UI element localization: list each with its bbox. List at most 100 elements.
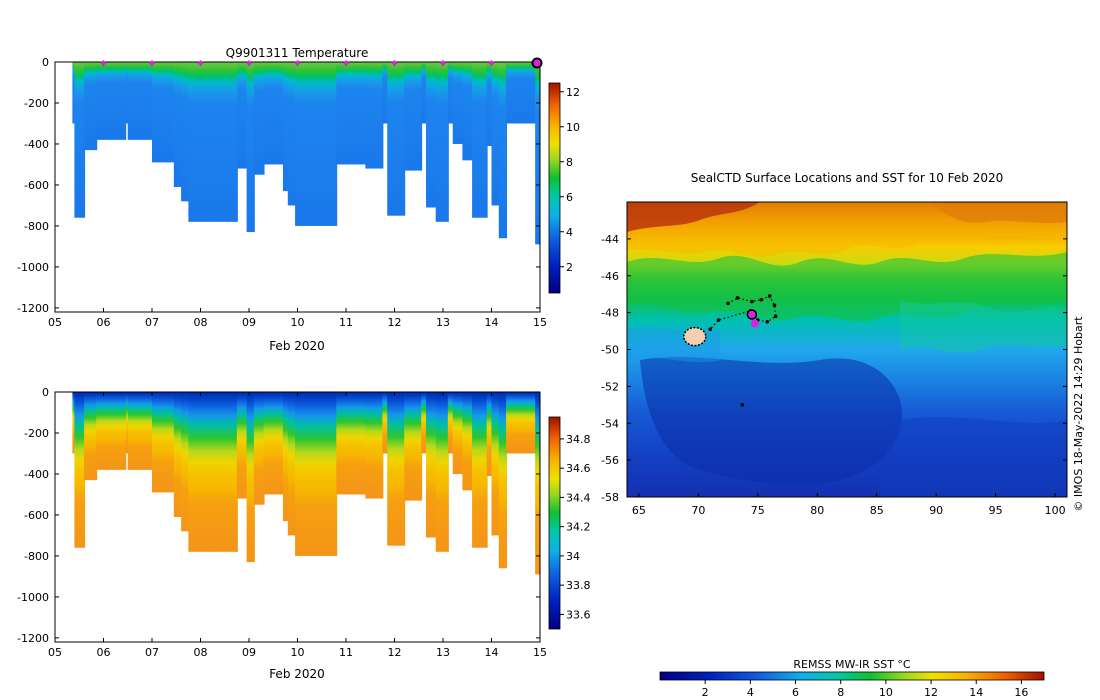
profile-bar: [282, 392, 289, 522]
profile-bar: [236, 62, 248, 169]
profile-bar: [382, 62, 389, 124]
profile-bar: [127, 62, 153, 140]
seal-location-point: [765, 320, 770, 324]
profile-bar: [173, 62, 183, 187]
profile-bar: [540, 62, 546, 232]
map-y-tick-label: -54: [601, 417, 619, 430]
profile-bar: [336, 392, 367, 495]
profile-bar: [462, 392, 474, 491]
x-tick-label: 06: [97, 646, 111, 659]
map-x-tick-label: 90: [929, 504, 943, 517]
profile-bar: [282, 62, 289, 192]
x-tick-label: 09: [242, 316, 256, 329]
profile-bar: [263, 392, 284, 495]
sst-colorbar: [659, 671, 1045, 681]
sst-field: [627, 202, 1067, 497]
y-tick-label: -600: [24, 179, 49, 192]
y-tick-label: -800: [24, 220, 49, 233]
profile-bar: [486, 62, 493, 147]
x-tick-label: 07: [145, 646, 159, 659]
seal-location-point: [716, 318, 721, 322]
surface-marker: [343, 60, 349, 66]
profile-bar: [387, 392, 406, 546]
y-tick-label: -400: [24, 138, 49, 151]
profile-bar: [447, 392, 454, 454]
map-x-tick-label: 70: [691, 504, 705, 517]
y-tick-label: -1200: [17, 632, 49, 645]
profile-bar: [535, 392, 540, 575]
profile-bar: [462, 62, 474, 161]
map-y-tick-label: -56: [601, 454, 619, 467]
profile-bar: [421, 392, 428, 454]
colorbar-tick-label: 4: [566, 226, 573, 239]
sst-colorbar-tick-label: 2: [702, 686, 709, 699]
colorbar-tick-label: 12: [566, 86, 580, 99]
x-tick-label: 08: [194, 646, 208, 659]
colorbar-tick-label: 34.2: [566, 521, 591, 534]
profile-bar: [426, 62, 437, 208]
profile-bar: [435, 62, 449, 222]
seal-location-point: [740, 403, 745, 407]
profile-bar: [387, 62, 406, 216]
profile-bar: [152, 392, 175, 493]
imos-watermark: © IMOS 18-May-2022 14:29 Hobart: [1072, 316, 1085, 512]
profile-bar: [181, 62, 190, 202]
colorbar-tick-label: 6: [566, 191, 573, 204]
y-tick-label: -600: [24, 509, 49, 522]
profile-bar: [447, 62, 454, 124]
surface-marker: [440, 60, 446, 66]
x-tick-label: 15: [533, 316, 547, 329]
seal-location-point: [767, 294, 772, 298]
profile-bar: [74, 62, 86, 218]
profile-bar: [452, 62, 464, 144]
seal-track: [709, 295, 777, 330]
x-tick-label: 15: [533, 646, 547, 659]
sst-colorbar-tick-label: 4: [747, 686, 754, 699]
profile-bar: [404, 62, 423, 171]
profile-bar: [491, 392, 500, 536]
seal-location-point: [759, 297, 764, 302]
x-tick-label: 13: [436, 316, 450, 329]
profile-bar: [287, 392, 297, 536]
seal-location-point: [735, 296, 740, 300]
profile-bar: [307, 392, 338, 556]
sst-colorbar-label: REMSS MW-IR SST °C: [793, 658, 911, 671]
x-tick-label: 12: [388, 646, 402, 659]
x-tick-label: 12: [388, 316, 402, 329]
profile-bar: [84, 62, 98, 151]
map-y-tick-label: -46: [601, 270, 619, 283]
y-tick-label: -400: [24, 468, 49, 481]
profile-bar: [472, 62, 488, 218]
sst-colorbar-tick-label: 10: [879, 686, 893, 699]
profile-bar: [506, 62, 537, 124]
seal-location-cluster: [683, 326, 707, 347]
profile-bar: [173, 392, 183, 517]
map-x-tick-label: 100: [1045, 504, 1066, 517]
x-tick-label: 05: [48, 646, 62, 659]
profile-bar: [84, 392, 98, 481]
y-tick-label: -1000: [17, 261, 49, 274]
colorbar-tick-label: 34.4: [566, 491, 591, 504]
profile-bar: [188, 392, 212, 552]
y-tick-label: -1200: [17, 302, 49, 315]
x-tick-label: 14: [485, 316, 499, 329]
map-y-tick-label: -52: [601, 380, 619, 393]
map-y-tick-label: -44: [601, 233, 619, 246]
surface-marker: [197, 60, 204, 66]
profile-bar: [210, 392, 238, 552]
profile-bar: [263, 62, 284, 165]
surface-marker: [100, 60, 107, 66]
map-x-tick-label: 85: [870, 504, 884, 517]
x-tick-label: 11: [339, 316, 353, 329]
profile-bar: [365, 392, 384, 499]
x-tick-label: 07: [145, 316, 159, 329]
colorbar-tick-label: 33.8: [566, 579, 591, 592]
profile-bar: [246, 392, 255, 563]
profile-bar: [452, 392, 464, 474]
map-y-tick-label: -48: [601, 307, 619, 320]
x-tick-label: 10: [291, 646, 305, 659]
sst-colorbar-tick-label: 14: [969, 686, 983, 699]
colorbar-tick-label: 2: [566, 261, 573, 274]
profile-bar: [404, 392, 423, 501]
